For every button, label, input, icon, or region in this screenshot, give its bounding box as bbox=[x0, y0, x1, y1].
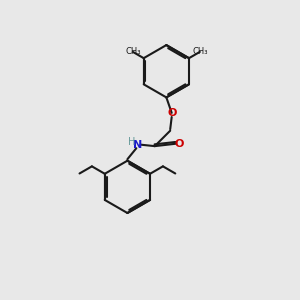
Text: O: O bbox=[174, 139, 184, 149]
Text: CH₃: CH₃ bbox=[192, 47, 208, 56]
Text: H: H bbox=[128, 137, 136, 147]
Text: N: N bbox=[134, 140, 143, 150]
Text: O: O bbox=[167, 108, 176, 118]
Text: CH₃: CH₃ bbox=[125, 47, 141, 56]
